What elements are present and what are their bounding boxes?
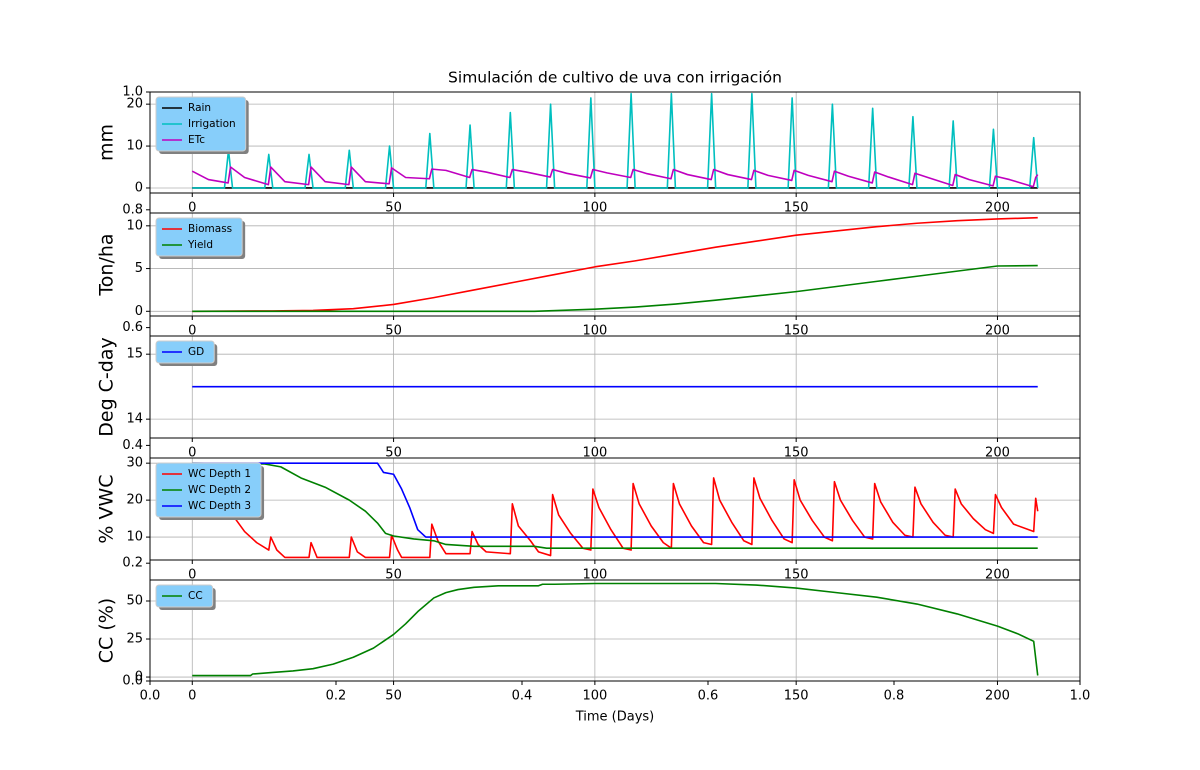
- legend: CC: [155, 584, 216, 610]
- legend-box: [155, 96, 247, 152]
- x-axis-label: Time (Days): [575, 710, 655, 725]
- axes-frame: [149, 91, 1081, 194]
- x-tick-label: 0: [188, 446, 196, 461]
- legend-label: CC: [188, 590, 203, 602]
- y-axis-label: mm: [96, 124, 118, 161]
- chart-title: Simulación de cultivo de uva con irrigac…: [448, 69, 782, 87]
- y-tick-label: 0.4: [122, 438, 143, 453]
- x-tick-label: 100: [582, 201, 607, 216]
- x-tick-label: 0.2: [326, 689, 347, 704]
- legend-label: WC Depth 2: [188, 484, 251, 496]
- legend-label: ETc: [188, 134, 205, 146]
- x-tick-label: 0: [188, 689, 196, 704]
- x-tick-label: 50: [385, 201, 402, 216]
- y-tick-label: 1.0: [122, 85, 143, 100]
- x-tick-label: 50: [385, 324, 402, 339]
- legend: GD: [155, 340, 218, 366]
- legend-label: Rain: [188, 102, 211, 114]
- legend: Rain Irrigation ETc: [155, 96, 249, 154]
- series-line: [192, 582, 1039, 677]
- series-line: [191, 166, 1039, 188]
- x-tick-label: 150: [784, 324, 809, 339]
- legend: Biomass Yield: [155, 217, 246, 259]
- x-tick-label: 150: [784, 568, 809, 583]
- y-tick-label: 0.8: [122, 202, 143, 217]
- x-tick-label: 0.4: [512, 689, 533, 704]
- x-tick-label: 100: [582, 324, 607, 339]
- x-tick-label: 0: [188, 324, 196, 339]
- x-tick-label: 0.0: [140, 689, 161, 704]
- x-tick-label: 0.6: [698, 689, 719, 704]
- series-line: [192, 216, 1038, 313]
- axes-frame: [149, 457, 1081, 561]
- x-tick-label: 1.0: [1070, 689, 1091, 704]
- legend-box: [155, 340, 215, 364]
- legend-label: Irrigation: [188, 118, 236, 130]
- y-axis-label: Ton/ha: [96, 233, 118, 296]
- plot-lines: [191, 92, 1039, 189]
- plot-area: [150, 92, 1080, 193]
- x-tick-label: 200: [985, 689, 1010, 704]
- x-tick-label: 0: [188, 201, 196, 216]
- x-tick-label: 150: [784, 446, 809, 461]
- y-tick-label: 0.2: [122, 556, 143, 571]
- y-tick-label: 0: [135, 670, 143, 685]
- legend-box: [155, 217, 243, 257]
- plot-lines: [191, 462, 1039, 559]
- x-tick-label: 100: [582, 689, 607, 704]
- plot-lines: [192, 582, 1039, 677]
- x-tick-label: 200: [985, 568, 1010, 583]
- x-tick-label: 0: [188, 568, 196, 583]
- y-tick-label: 0.0: [122, 674, 143, 689]
- axes-frame: [149, 579, 1081, 682]
- legend-label: Yield: [187, 239, 213, 251]
- series-line: [192, 92, 1039, 189]
- legend-label: WC Depth 3: [188, 500, 251, 512]
- series-line: [192, 462, 1038, 549]
- x-tick-label: 100: [582, 446, 607, 461]
- y-tick-label: 50: [126, 593, 143, 608]
- x-tick-label: 50: [385, 689, 402, 704]
- x-tick-label: 50: [385, 446, 402, 461]
- plot-lines: [192, 216, 1038, 313]
- legend-box: [155, 462, 262, 518]
- x-tick-label: 200: [985, 201, 1010, 216]
- y-axis-label: Deg C-day: [96, 337, 118, 437]
- y-axis-label: % VWC: [96, 474, 118, 543]
- x-tick-label: 200: [985, 446, 1010, 461]
- x-tick-label: 150: [784, 689, 809, 704]
- x-tick-label: 50: [385, 568, 402, 583]
- x-tick-label: 150: [784, 201, 809, 216]
- x-tick-label: 0.8: [884, 689, 905, 704]
- x-tick-label: 200: [985, 324, 1010, 339]
- legend: WC Depth 1 WC Depth 2 WC Depth 3: [155, 462, 265, 520]
- y-tick-label: 10: [126, 530, 143, 545]
- series-line: [192, 264, 1038, 313]
- y-tick-label: 15: [126, 347, 143, 362]
- y-tick-label: 10: [126, 139, 143, 154]
- y-tick-label: 0: [135, 304, 143, 319]
- y-tick-label: 25: [126, 632, 143, 647]
- series-line: [192, 462, 1038, 538]
- y-tick-label: 20: [126, 97, 143, 112]
- y-tick-label: 20: [126, 493, 143, 508]
- y-tick-label: 30: [126, 456, 143, 471]
- legend-label: GD: [188, 346, 204, 358]
- y-tick-label: 0: [135, 180, 143, 195]
- axes-frame: [149, 335, 1081, 439]
- y-tick-label: 14: [126, 412, 143, 427]
- plot-area: [150, 458, 1080, 560]
- legend-label: Biomass: [188, 223, 232, 235]
- y-tick-label: 5: [135, 261, 143, 276]
- y-axis-label: CC (%): [96, 598, 118, 663]
- y-tick-label: 10: [126, 218, 143, 233]
- y-tick-label: 0.6: [122, 320, 143, 335]
- axes-frame: [149, 212, 1081, 317]
- x-tick-label: 100: [582, 568, 607, 583]
- legend-label: WC Depth 1: [188, 468, 251, 480]
- plot-area: [150, 580, 1080, 681]
- legend-box: [155, 584, 214, 608]
